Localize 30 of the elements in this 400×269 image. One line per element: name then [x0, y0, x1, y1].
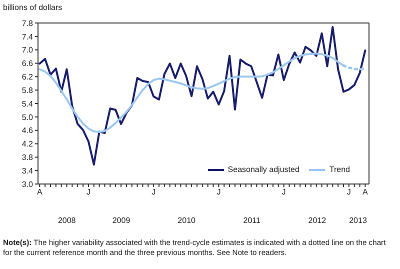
y-tick-label: 3.0 — [22, 180, 34, 189]
x-tick-label: A — [362, 188, 369, 197]
x-tick-label: J — [346, 188, 351, 197]
text: 2009 — [111, 216, 132, 225]
text: 2013 — [348, 216, 368, 225]
y-tick-label: 3.8 — [22, 153, 34, 162]
y-tick-label: 3.4 — [22, 166, 34, 176]
text: 2011 — [242, 216, 262, 225]
x-tick-label: J — [216, 188, 221, 197]
legend-label: Seasonally adjusted — [228, 165, 300, 174]
y-tick-label: 5.0 — [22, 112, 34, 122]
x-tick-label: J — [282, 188, 286, 197]
y-tick-label: 7.4 — [22, 32, 34, 42]
line-series — [38, 26, 366, 166]
x-tick-label: J — [86, 188, 90, 197]
text: 2012 — [307, 216, 328, 225]
y-tick-label: 5.8 — [22, 86, 34, 95]
y-axis-title: billions of dollars — [3, 3, 62, 12]
text: 2010 — [176, 216, 196, 225]
y-tick-label: 5.4 — [22, 99, 34, 108]
y-tick-label: 7.8 — [22, 18, 34, 28]
y-tick-label: 7.0 — [22, 46, 34, 55]
y-tick-label: 4.6 — [22, 126, 34, 136]
y-tick-label: 6.2 — [22, 72, 34, 82]
x-tick-label: A — [36, 188, 43, 197]
y-tick-label: 4.2 — [22, 140, 34, 149]
x-tick-label: J — [152, 188, 156, 197]
legend-label: Trend — [329, 165, 350, 174]
text: 2008 — [56, 216, 77, 225]
y-tick-label: 6.6 — [22, 59, 34, 68]
